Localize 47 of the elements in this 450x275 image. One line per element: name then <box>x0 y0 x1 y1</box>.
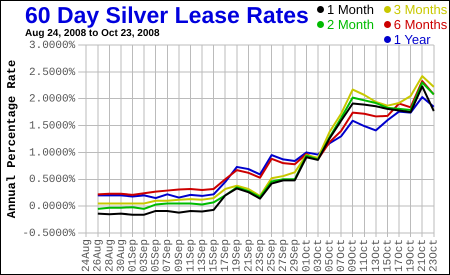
x-tick-label: 07Oct <box>336 238 348 272</box>
x-tick-label: 25Sep <box>266 238 278 272</box>
y-tick-label: 0.5000% <box>28 174 76 186</box>
x-tick-label: 17Sep <box>220 238 232 272</box>
legend-label: 3 Months <box>394 2 448 17</box>
x-tick-label: 19Oct <box>406 238 418 272</box>
x-tick-label: 05Oct <box>324 238 336 272</box>
x-tick-label: 27Sep <box>278 238 290 272</box>
x-tick-label: 24Aug <box>81 238 94 272</box>
x-tick-label: 11Oct <box>359 238 372 272</box>
x-tick-label: 21Oct <box>417 238 430 272</box>
y-tick-label: 3.0000% <box>28 40 76 52</box>
legend-label: 6 Months <box>394 17 448 32</box>
y-tick-label: 2.0000% <box>28 94 76 106</box>
x-tick-label: 03Sep <box>139 238 152 272</box>
x-tick-label: 23Oct <box>428 238 441 272</box>
x-tick-label: 17Oct <box>394 238 406 272</box>
x-tick-label: 03Oct <box>312 238 325 272</box>
x-tick-label: 07Sep <box>162 238 174 272</box>
x-tick-label: 13Sep <box>196 238 209 272</box>
x-tick-label: 26Aug <box>92 238 105 272</box>
y-tick-label: 1.5000% <box>28 120 76 132</box>
chart-title: 60 Day Silver Lease Rates <box>25 2 309 29</box>
y-tick-label: 2.5000% <box>28 66 76 79</box>
x-tick-label: 15Oct <box>382 238 394 272</box>
x-tick-label: 29Sep <box>290 238 302 272</box>
y-axis-title: Annual Percentage Rate <box>5 60 20 218</box>
x-tick-label: 30Aug <box>116 238 128 272</box>
x-tick-label: 01Sep <box>127 238 140 272</box>
y-tick-label: 0.0000% <box>28 201 76 214</box>
x-tick-label: 11Sep <box>185 238 198 272</box>
legend-label: 2 Month <box>327 17 374 32</box>
x-tick-label: 21Sep <box>243 238 256 272</box>
x-tick-label: 28Aug <box>104 238 116 272</box>
x-tick-label: 23Sep <box>254 238 267 272</box>
y-tick-label: -0.5000% <box>22 228 76 240</box>
x-tick-label: 01Oct <box>301 238 314 272</box>
legend-label: 1 Year <box>394 32 431 47</box>
x-tick-label: 05Sep <box>150 238 163 272</box>
x-tick-label: 09Oct <box>348 238 360 272</box>
legend-label: 1 Month <box>327 2 374 17</box>
x-tick-label: 09Sep <box>174 238 186 272</box>
x-tick-label: 15Sep <box>208 238 221 272</box>
x-tick-label: 13Oct <box>370 238 383 272</box>
y-tick-label: 1.0000% <box>28 147 76 160</box>
x-tick-label: 19Sep <box>232 238 244 272</box>
chart-subtitle: Aug 24, 2008 to Oct 23, 2008 <box>25 28 160 39</box>
